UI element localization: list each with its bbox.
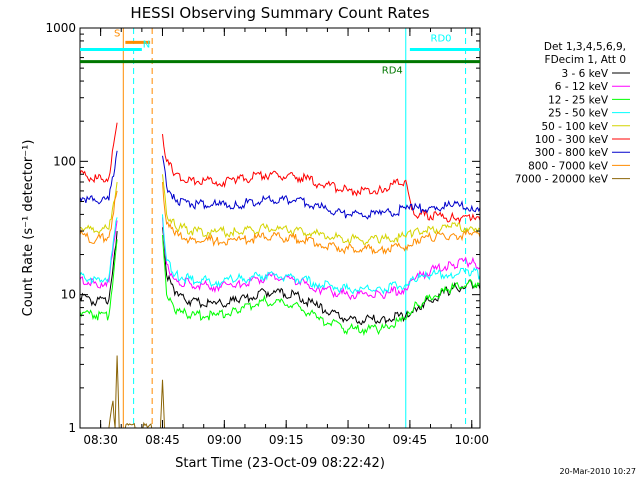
x-tick-label: 09:45 bbox=[393, 433, 428, 447]
legend-label: 800 - 7000 keV bbox=[528, 160, 609, 172]
x-tick-label: 08:45 bbox=[145, 433, 180, 447]
bar-label-n: N bbox=[143, 39, 150, 50]
y-tick-label: 1 bbox=[68, 421, 76, 435]
legend-label: 3 - 6 keV bbox=[561, 68, 608, 80]
legend-label: 100 - 300 keV bbox=[535, 134, 609, 146]
x-axis-label: Start Time (23-Oct-09 08:22:42) bbox=[175, 456, 385, 471]
x-tick-label: 09:15 bbox=[269, 433, 304, 447]
bar-label-s: S bbox=[114, 29, 120, 40]
x-tick-label: 08:30 bbox=[83, 433, 118, 447]
series-300-800-kev bbox=[80, 150, 118, 205]
legend-label: 7000 - 20000 keV bbox=[515, 174, 609, 186]
y-tick-label: 10 bbox=[61, 288, 76, 302]
series-25-50-kev bbox=[80, 217, 118, 285]
legend-header: FDecim 1, Att 0 bbox=[545, 54, 626, 66]
bar-label-rd4: RD4 bbox=[382, 66, 403, 77]
legend-label: 6 - 12 keV bbox=[555, 81, 609, 93]
series-50-100-kev bbox=[162, 174, 480, 245]
x-tick-label: 09:30 bbox=[331, 433, 366, 447]
chart-title: HESSI Observing Summary Count Rates bbox=[130, 4, 429, 22]
y-axis-label: Count Rate (s⁻¹ detector⁻¹) bbox=[21, 140, 36, 317]
bar-label-rd0: RD0 bbox=[431, 33, 452, 44]
series-layer bbox=[80, 122, 480, 428]
series-100-300-kev bbox=[80, 122, 118, 184]
series-3-6-kev bbox=[80, 231, 118, 307]
series-3-6-kev bbox=[162, 227, 480, 326]
legend-label: 12 - 25 keV bbox=[548, 94, 609, 106]
x-axis: 08:30 08:45 09:00 09:15 09:30 09:45 10:00 bbox=[79, 28, 489, 447]
legend-label: 25 - 50 keV bbox=[548, 108, 609, 120]
series-800-7000-kev bbox=[80, 190, 118, 244]
legend-label: 300 - 800 keV bbox=[535, 147, 609, 159]
legend: Det 1,3,4,5,6,9,FDecim 1, Att 0 3 - 6 keV… bbox=[515, 41, 630, 186]
legend-label: 50 - 100 keV bbox=[541, 121, 608, 133]
x-tick-label: 09:00 bbox=[207, 433, 242, 447]
series-7000-20000-kev bbox=[108, 355, 165, 428]
series-25-50-kev bbox=[162, 214, 480, 295]
bar-layer bbox=[80, 40, 480, 64]
footer-date: 20-Mar-2010 10:27 bbox=[560, 467, 637, 476]
plot-frame bbox=[79, 27, 481, 429]
series-800-7000-kev bbox=[162, 181, 480, 255]
x-tick-label: 10:00 bbox=[454, 433, 489, 447]
series-100-300-kev bbox=[162, 134, 480, 224]
legend-header: Det 1,3,4,5,6,9, bbox=[544, 41, 626, 53]
y-axis: 1 10 100 1000 bbox=[45, 21, 480, 435]
y-tick-label: 1000 bbox=[45, 21, 76, 35]
y-tick-label: 100 bbox=[53, 154, 76, 168]
series-50-100-kev bbox=[80, 181, 118, 235]
series-12-25-kev bbox=[80, 239, 118, 321]
series-12-25-kev bbox=[162, 234, 480, 337]
series-6-12-kev bbox=[162, 217, 480, 301]
series-300-800-kev bbox=[162, 155, 480, 220]
annotation-layer bbox=[80, 28, 467, 428]
